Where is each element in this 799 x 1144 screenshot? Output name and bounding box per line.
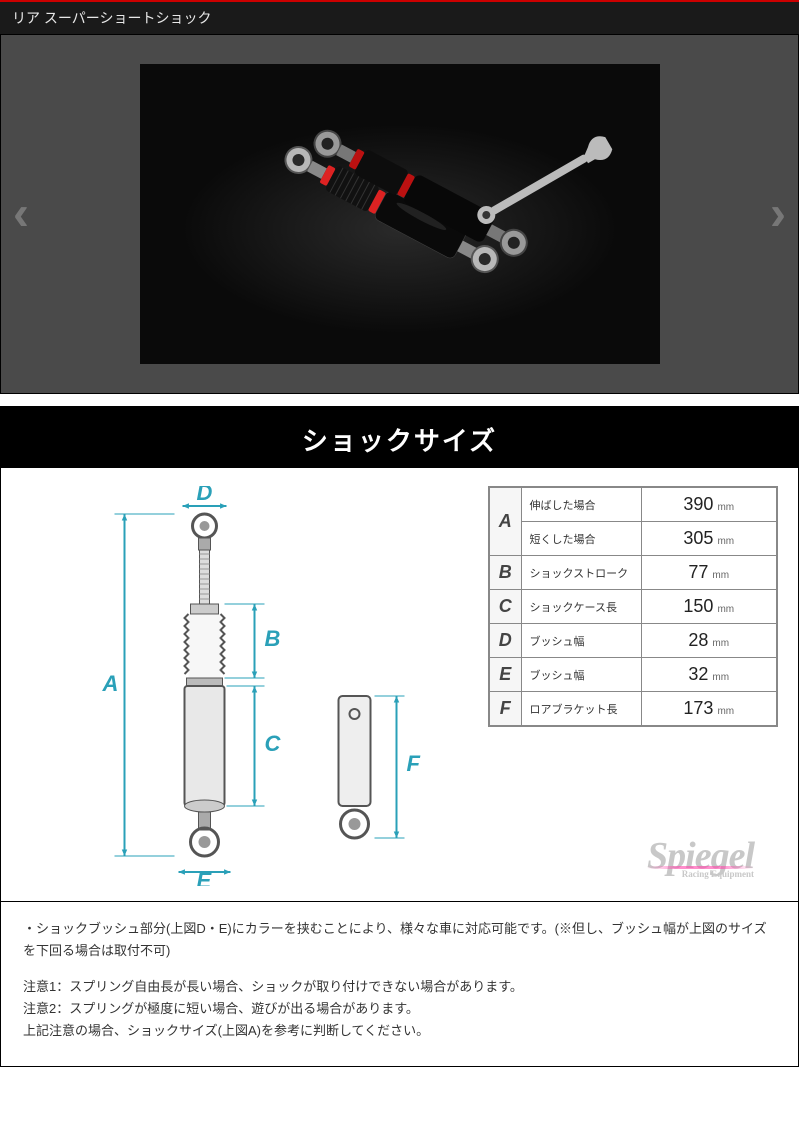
spec-key-cell: B (489, 556, 521, 590)
spec-key-cell: D (489, 624, 521, 658)
spec-key-cell: C (489, 590, 521, 624)
spec-key-cell: A (489, 487, 521, 556)
carousel-next-button[interactable]: › (762, 187, 794, 242)
brand-logo: Spiegel Racing Equipment (647, 834, 754, 879)
table-row: Dブッシュ幅28mm (489, 624, 777, 658)
spec-label-cell: ロアブラケット長 (521, 692, 641, 727)
spec-key-cell: F (489, 692, 521, 727)
spec-table-area: A伸ばした場合390mm短くした場合305mmBショックストローク77mmCショ… (488, 486, 778, 891)
spec-label-cell: 伸ばした場合 (521, 487, 641, 522)
spec-diagram: A B C D E F (21, 486, 488, 891)
svg-text:D: D (197, 486, 213, 505)
brand-accent-line (647, 866, 754, 869)
carousel-prev-button[interactable]: ‹ (5, 187, 37, 242)
spec-value-cell: 28mm (641, 624, 777, 658)
spec-value-cell: 390mm (641, 487, 777, 522)
table-row: A伸ばした場合390mm (489, 487, 777, 522)
spec-value-cell: 77mm (641, 556, 777, 590)
dimension-diagram-svg: A B C D E F (21, 486, 488, 886)
spec-label-cell: ショックストローク (521, 556, 641, 590)
svg-text:C: C (265, 731, 282, 756)
shock-absorber-illustration (140, 64, 660, 364)
table-row: Bショックストローク77mm (489, 556, 777, 590)
note-line-2: 注意1：スプリング自由長が長い場合、ショックが取り付けできない場合があります。 (23, 976, 776, 998)
svg-text:F: F (407, 751, 421, 776)
note-line-3: 注意2：スプリングが極度に短い場合、遊びが出る場合があります。 (23, 998, 776, 1020)
notes-section: ・ショックブッシュ部分(上図D・E)にカラーを挟むことにより、様々な車に対応可能… (0, 902, 799, 1067)
table-row: 短くした場合305mm (489, 522, 777, 556)
spec-label-cell: 短くした場合 (521, 522, 641, 556)
spec-table: A伸ばした場合390mm短くした場合305mmBショックストローク77mmCショ… (488, 486, 778, 727)
spec-body: ABCDEF A伸ばした場合390mm短くした場合305mmBショックストローク… (1, 468, 798, 901)
spec-value-cell: 32mm (641, 658, 777, 692)
table-row: Eブッシュ幅32mm (489, 658, 777, 692)
spec-key-cell: E (489, 658, 521, 692)
note-line-1: ・ショックブッシュ部分(上図D・E)にカラーを挟むことにより、様々な車に対応可能… (23, 918, 776, 962)
spec-title: ショックサイズ (1, 407, 798, 468)
svg-text:E: E (197, 868, 213, 886)
spec-value-cell: 305mm (641, 522, 777, 556)
spec-value-cell: 150mm (641, 590, 777, 624)
product-image (140, 64, 660, 364)
spec-label-cell: ブッシュ幅 (521, 658, 641, 692)
section-title: リア スーパーショートショック (12, 10, 211, 26)
spec-label-cell: ショックケース長 (521, 590, 641, 624)
spec-label-cell: ブッシュ幅 (521, 624, 641, 658)
svg-text:A: A (102, 671, 119, 696)
product-carousel: ‹ (0, 34, 799, 394)
section-header: リア スーパーショートショック (0, 0, 799, 34)
spec-value-cell: 173mm (641, 692, 777, 727)
table-row: Cショックケース長150mm (489, 590, 777, 624)
spec-panel: ショックサイズ ABCDEF A伸ばした場合390mm短くした場合305mmBシ… (0, 406, 799, 902)
table-row: Fロアブラケット長173mm (489, 692, 777, 727)
note-line-4: 上記注意の場合、ショックサイズ(上図A)を参考に判断してください。 (23, 1020, 776, 1042)
svg-text:B: B (265, 626, 281, 651)
